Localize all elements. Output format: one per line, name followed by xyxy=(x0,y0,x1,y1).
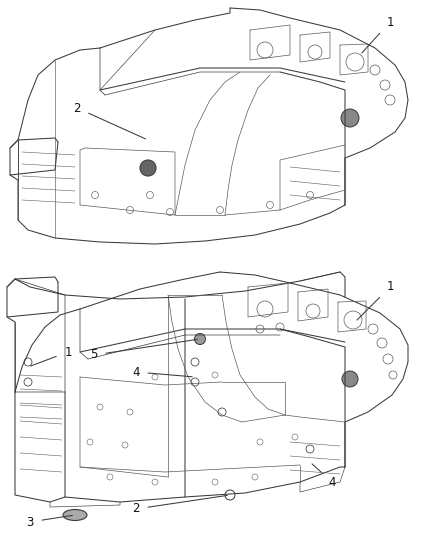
Text: 1: 1 xyxy=(31,345,72,366)
Text: 1: 1 xyxy=(357,280,394,320)
Circle shape xyxy=(194,334,205,344)
Circle shape xyxy=(342,371,358,387)
Text: 5: 5 xyxy=(90,340,197,361)
Circle shape xyxy=(140,160,156,176)
Text: 4: 4 xyxy=(312,464,336,489)
Circle shape xyxy=(341,109,359,127)
Text: 4: 4 xyxy=(132,366,192,378)
Text: 2: 2 xyxy=(73,101,145,139)
Ellipse shape xyxy=(63,510,87,521)
Text: 3: 3 xyxy=(26,515,72,529)
Text: 1: 1 xyxy=(362,15,394,53)
Text: 2: 2 xyxy=(132,495,227,515)
